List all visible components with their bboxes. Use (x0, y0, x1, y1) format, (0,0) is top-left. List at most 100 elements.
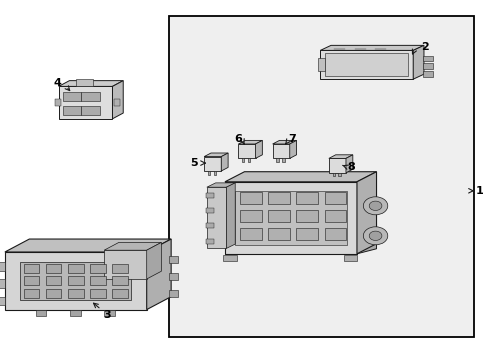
Bar (20, 262, 131, 300)
Bar (68, 264, 83, 273)
Bar (81, 92, 99, 101)
Bar (282, 158, 284, 162)
Bar (112, 276, 127, 285)
Bar (24, 276, 39, 285)
Bar (0, 297, 5, 305)
Bar (325, 53, 407, 76)
Text: 2: 2 (421, 42, 428, 52)
Bar (36, 310, 46, 316)
Circle shape (368, 201, 381, 211)
Polygon shape (224, 229, 356, 254)
Circle shape (363, 227, 387, 245)
Bar (168, 290, 178, 297)
Bar (223, 255, 237, 261)
Bar (324, 192, 346, 204)
Bar (46, 289, 61, 298)
Bar (240, 192, 262, 204)
Polygon shape (204, 157, 221, 171)
Polygon shape (328, 158, 345, 173)
Polygon shape (5, 252, 146, 310)
Bar (324, 228, 346, 240)
Bar (296, 210, 318, 222)
Bar (24, 289, 39, 298)
Text: 3: 3 (103, 310, 111, 320)
Bar (46, 276, 61, 285)
Bar (296, 192, 318, 204)
Circle shape (363, 197, 387, 215)
Bar (0, 262, 5, 271)
Polygon shape (345, 155, 352, 173)
Bar (46, 264, 61, 273)
Bar (168, 256, 178, 263)
Bar (338, 173, 340, 176)
Polygon shape (272, 144, 289, 158)
Polygon shape (146, 239, 171, 310)
Bar (268, 210, 290, 222)
Bar (90, 276, 105, 285)
Bar (68, 289, 83, 298)
Bar (268, 192, 290, 204)
Bar (90, 264, 105, 273)
Bar (112, 289, 127, 298)
Bar (168, 16, 473, 337)
Bar (62, 92, 81, 101)
Bar (90, 289, 105, 298)
Polygon shape (272, 140, 296, 144)
Polygon shape (224, 172, 376, 182)
Polygon shape (356, 172, 376, 254)
Bar (206, 223, 214, 228)
Polygon shape (59, 81, 123, 86)
Polygon shape (221, 153, 227, 171)
Polygon shape (412, 45, 423, 79)
Bar (240, 228, 262, 240)
Polygon shape (224, 182, 356, 254)
Bar (268, 228, 290, 240)
Bar (422, 71, 432, 77)
Polygon shape (206, 187, 226, 248)
Polygon shape (356, 224, 376, 254)
Polygon shape (112, 81, 123, 119)
Bar (24, 264, 39, 273)
Bar (104, 310, 115, 316)
Bar (240, 210, 262, 222)
Bar (62, 106, 81, 115)
Text: 5: 5 (190, 158, 198, 168)
Bar (81, 106, 99, 115)
Polygon shape (224, 224, 376, 229)
Bar (343, 255, 357, 261)
Polygon shape (5, 239, 171, 252)
Polygon shape (320, 50, 412, 79)
Bar (247, 158, 250, 162)
Bar (68, 276, 83, 285)
Bar (206, 193, 214, 198)
Bar (332, 173, 334, 176)
Text: 8: 8 (346, 162, 354, 172)
Polygon shape (238, 140, 262, 144)
Polygon shape (146, 242, 161, 279)
Bar (324, 210, 346, 222)
Polygon shape (328, 155, 352, 158)
Text: 1: 1 (474, 186, 482, 196)
Bar (317, 58, 325, 71)
Text: 4: 4 (54, 78, 61, 88)
Bar (206, 208, 214, 213)
Polygon shape (320, 45, 423, 50)
Bar (76, 79, 93, 86)
Bar (55, 99, 61, 106)
Polygon shape (289, 140, 296, 158)
Bar (70, 310, 81, 316)
Polygon shape (59, 86, 112, 119)
Bar (422, 63, 432, 69)
Bar (276, 158, 278, 162)
Text: 6: 6 (234, 134, 242, 144)
Bar (0, 279, 5, 288)
Polygon shape (226, 183, 235, 248)
Polygon shape (104, 242, 161, 250)
Bar (206, 239, 214, 244)
Polygon shape (204, 153, 227, 157)
Bar (296, 228, 318, 240)
Polygon shape (206, 183, 235, 187)
Bar (112, 264, 127, 273)
Circle shape (368, 231, 381, 240)
Bar (422, 55, 432, 61)
